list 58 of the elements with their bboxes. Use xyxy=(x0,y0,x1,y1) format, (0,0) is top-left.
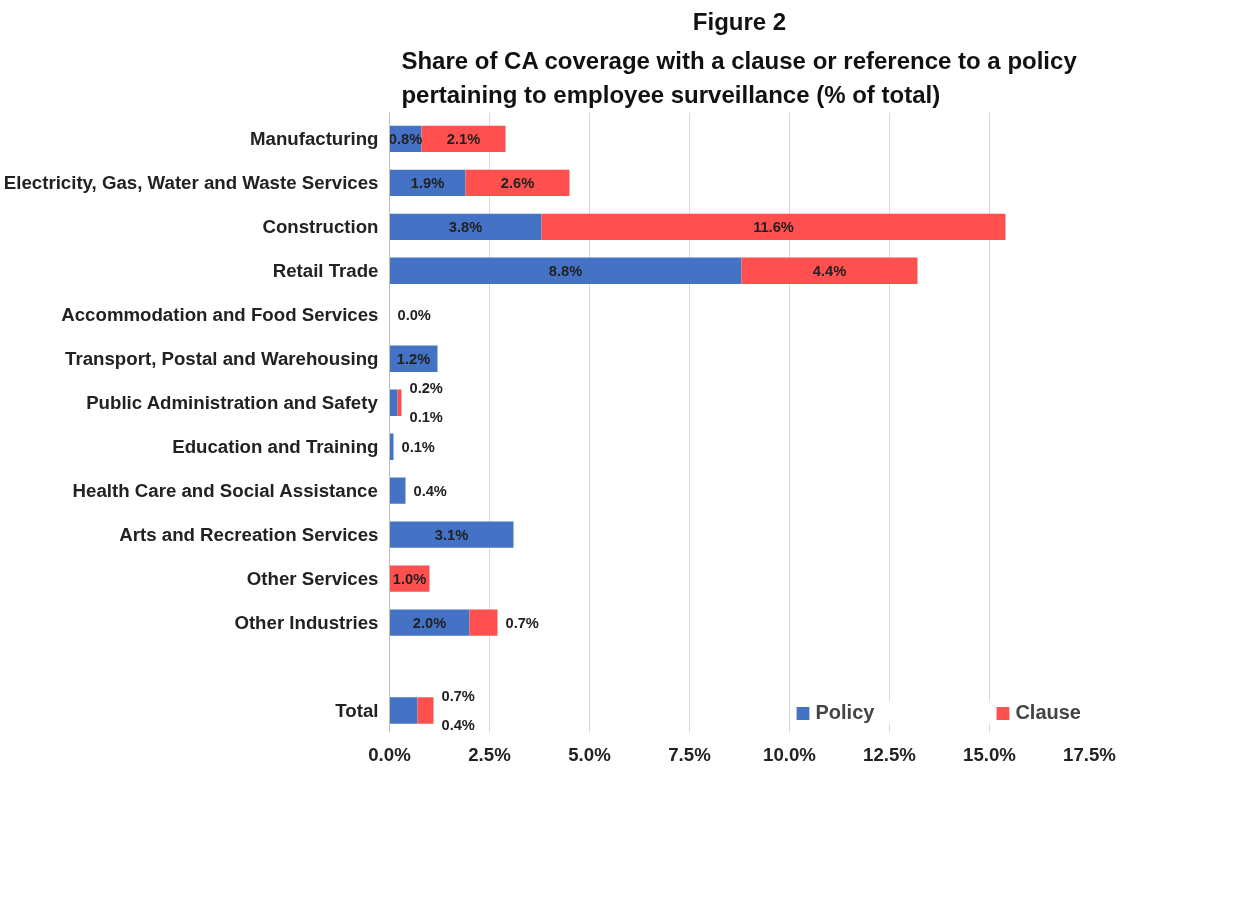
data-label: 3.8% xyxy=(448,218,483,235)
data-label: 0.4% xyxy=(413,482,447,499)
data-label: 1.0% xyxy=(392,570,427,587)
y-tick-label: Construction xyxy=(262,216,379,238)
data-label: 0.1% xyxy=(409,409,443,426)
data-label: 2.1% xyxy=(446,130,481,147)
data-label: 3.1% xyxy=(434,526,469,543)
x-tick-label: 7.5% xyxy=(668,743,712,765)
bar xyxy=(417,697,434,724)
x-tick-label: 2.5% xyxy=(468,743,512,765)
chart-subtitle: Share of CA coverage with a clause or reference to a policy pertaining to employee surveillance (% of total) xyxy=(401,46,1078,108)
x-tick-label: 15.0% xyxy=(963,743,1017,765)
data-label: 11.6% xyxy=(753,218,794,235)
y-tick-label: Retail Trade xyxy=(272,260,379,282)
data-label: 2.6% xyxy=(500,174,535,191)
legend-label: Policy xyxy=(815,701,875,724)
y-tick-label: Accommodation and Food Services xyxy=(61,304,379,326)
y-tick-label: Total xyxy=(335,700,379,722)
y-tick-label: Arts and Recreation Services xyxy=(119,524,379,546)
bar xyxy=(389,433,394,460)
x-tick-label: 12.5% xyxy=(863,743,917,765)
x-tick-label: 5.0% xyxy=(568,743,612,765)
y-tick-label: Other Services xyxy=(246,568,379,590)
data-label: 4.4% xyxy=(812,262,847,279)
bar xyxy=(389,213,542,241)
data-label: 0.1% xyxy=(401,438,435,455)
data-label: 0.7% xyxy=(441,688,475,704)
y-tick-label: Other Industries xyxy=(234,612,379,634)
legend-label: Clause xyxy=(1015,701,1081,724)
y-tick-label: Electricity, Gas, Water and Waste Services xyxy=(3,172,379,194)
bar xyxy=(541,213,1006,241)
data-label: 0.0% xyxy=(397,306,431,323)
bar xyxy=(397,389,402,416)
data-label: 0.2% xyxy=(409,380,443,397)
bar xyxy=(389,697,418,724)
x-tick-label: 10.0% xyxy=(763,743,817,765)
bar xyxy=(389,521,514,548)
chart-title: Figure 2 xyxy=(692,7,787,35)
data-label: 1.9% xyxy=(410,174,445,191)
bar xyxy=(469,609,498,636)
bar xyxy=(741,257,918,284)
data-label: 1.2% xyxy=(396,350,431,367)
bar xyxy=(389,389,398,416)
x-tick-label: 17.5% xyxy=(1063,743,1117,765)
y-tick-label: Public Administration and Safety xyxy=(86,392,379,414)
y-tick-label: Manufacturing xyxy=(249,128,379,150)
bar xyxy=(389,477,406,504)
y-tick-label: Education and Training xyxy=(172,436,379,458)
data-label: 0.4% xyxy=(441,717,475,734)
y-tick-label: Health Care and Social Assistance xyxy=(72,480,378,502)
bar xyxy=(465,169,570,197)
data-label: 0.7% xyxy=(505,614,539,631)
x-tick-label: 0.0% xyxy=(368,743,412,765)
bar xyxy=(389,609,470,636)
data-label: 8.8% xyxy=(548,262,583,279)
y-tick-label: Transport, Postal and Warehousing xyxy=(65,348,379,370)
bar xyxy=(389,257,742,284)
data-label: 2.0% xyxy=(412,614,447,631)
